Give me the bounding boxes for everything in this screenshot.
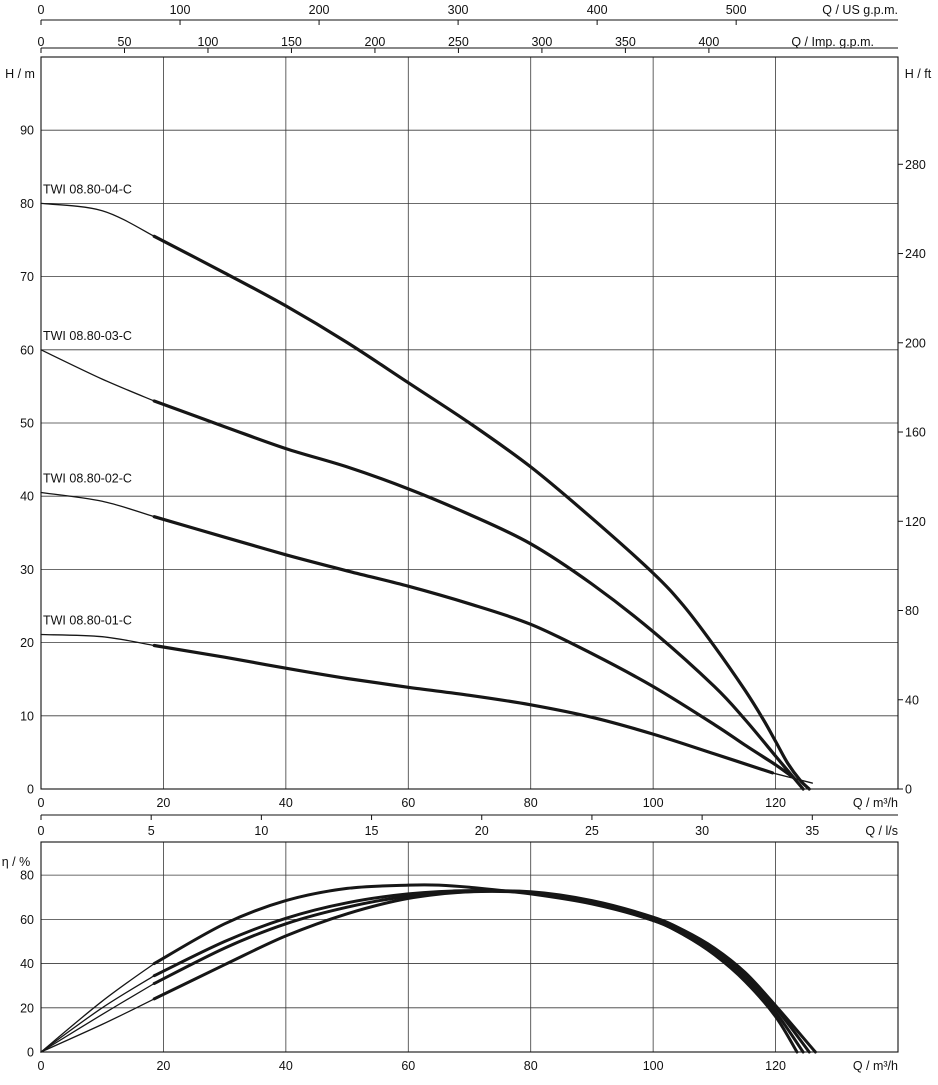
head-y-tick-label: 70 bbox=[20, 270, 34, 284]
series-label: TWI 08.80-01-C bbox=[43, 614, 132, 628]
head-x-axis-label: Q / m³/h bbox=[853, 796, 898, 810]
eff-x-tick-label: 0 bbox=[38, 1059, 45, 1073]
eff-y-axis-label: η / % bbox=[2, 855, 31, 869]
imp-gpm-tick-label: 200 bbox=[365, 35, 386, 49]
eff-x-tick-label: 80 bbox=[524, 1059, 538, 1073]
eff-curve-thick bbox=[152, 889, 817, 1054]
eff-y-tick-label: 80 bbox=[20, 869, 34, 883]
eff-plot-frame bbox=[40, 841, 899, 1053]
us-gpm-tick-label: 0 bbox=[38, 3, 45, 17]
eff-curve-thin bbox=[40, 998, 155, 1053]
head-x-tick-label: 0 bbox=[38, 796, 45, 810]
series-label: TWI 08.80-02-C bbox=[43, 472, 132, 486]
head-curve-thin bbox=[40, 349, 155, 402]
head-ft-tick-label: 40 bbox=[905, 693, 919, 707]
eff-curve-thick bbox=[152, 883, 799, 1054]
head-y-tick-label: 80 bbox=[20, 197, 34, 211]
imp-gpm-tick-label: 250 bbox=[448, 35, 469, 49]
series-label: TWI 08.80-03-C bbox=[43, 329, 132, 343]
eff-x-tick-label: 20 bbox=[156, 1059, 170, 1073]
ls-tick-label: 15 bbox=[365, 824, 379, 838]
ls-tick-label: 25 bbox=[585, 824, 599, 838]
eff-curve-thin bbox=[40, 962, 155, 1053]
head-x-tick-label: 120 bbox=[765, 796, 786, 810]
eff-x-tick-label: 40 bbox=[279, 1059, 293, 1073]
ls-tick-label: 10 bbox=[254, 824, 268, 838]
us-gpm-tick-label: 500 bbox=[726, 3, 747, 17]
ls-tick-label: 35 bbox=[805, 824, 819, 838]
us-gpm-tick-label: 200 bbox=[309, 3, 330, 17]
ls-tick-label: 20 bbox=[475, 824, 489, 838]
head-y-tick-label: 50 bbox=[20, 417, 34, 431]
us-gpm-axis-label: Q / US g.p.m. bbox=[822, 3, 898, 17]
head-y-axis-label: H / m bbox=[5, 67, 35, 81]
ls-axis-label: Q / l/s bbox=[865, 824, 898, 838]
head-plot-frame bbox=[40, 56, 899, 790]
head-x-tick-label: 80 bbox=[524, 796, 538, 810]
series-label: TWI 08.80-04-C bbox=[43, 182, 132, 196]
head-y-tick-label: 20 bbox=[20, 636, 34, 650]
head-y-tick-label: 10 bbox=[20, 709, 34, 723]
imp-gpm-tick-label: 400 bbox=[698, 35, 719, 49]
head-x-tick-label: 40 bbox=[279, 796, 293, 810]
head-curve-thick bbox=[152, 234, 811, 791]
head-x-tick-label: 20 bbox=[156, 796, 170, 810]
imp-gpm-tick-label: 0 bbox=[38, 35, 45, 49]
us-gpm-tick-label: 100 bbox=[170, 3, 191, 17]
us-gpm-tick-label: 300 bbox=[448, 3, 469, 17]
head-ft-tick-label: 280 bbox=[905, 158, 926, 172]
head-curve-thick bbox=[152, 643, 775, 775]
head-ft-tick-label: 200 bbox=[905, 336, 926, 350]
imp-gpm-tick-label: 350 bbox=[615, 35, 636, 49]
eff-x-tick-label: 60 bbox=[401, 1059, 415, 1073]
head-y-tick-label: 40 bbox=[20, 490, 34, 504]
head-y-tick-label: 60 bbox=[20, 343, 34, 357]
head-ft-tick-label: 0 bbox=[905, 783, 912, 797]
head-curve-thick bbox=[152, 399, 805, 791]
eff-curve-thin bbox=[40, 982, 155, 1053]
head-ft-tick-label: 120 bbox=[905, 515, 926, 529]
ls-tick-label: 5 bbox=[148, 824, 155, 838]
eff-x-tick-label: 100 bbox=[643, 1059, 664, 1073]
imp-gpm-tick-label: 50 bbox=[118, 35, 132, 49]
imp-gpm-tick-label: 150 bbox=[281, 35, 302, 49]
head-curve-thin bbox=[40, 202, 155, 237]
eff-y-tick-label: 20 bbox=[20, 1001, 34, 1015]
head-ft-tick-label: 240 bbox=[905, 247, 926, 261]
eff-curve-thin bbox=[40, 975, 155, 1053]
head-y-tick-label: 90 bbox=[20, 124, 34, 138]
us-gpm-tick-label: 400 bbox=[587, 3, 608, 17]
imp-gpm-tick-label: 100 bbox=[198, 35, 219, 49]
eff-curve-thick bbox=[152, 889, 811, 1054]
head-curve-extension bbox=[771, 772, 813, 784]
ls-tick-label: 30 bbox=[695, 824, 709, 838]
eff-y-tick-label: 0 bbox=[27, 1046, 34, 1060]
ls-tick-label: 0 bbox=[38, 824, 45, 838]
head-x-tick-label: 60 bbox=[401, 796, 415, 810]
imp-gpm-tick-label: 300 bbox=[531, 35, 552, 49]
head-ft-axis-label: H / ft bbox=[905, 67, 932, 81]
eff-y-tick-label: 60 bbox=[20, 913, 34, 927]
head-x-tick-label: 100 bbox=[643, 796, 664, 810]
eff-x-axis-label: Q / m³/h bbox=[853, 1059, 898, 1073]
head-y-tick-label: 30 bbox=[20, 563, 34, 577]
eff-curve-thick bbox=[152, 889, 805, 1054]
eff-y-tick-label: 40 bbox=[20, 957, 34, 971]
head-curve-thin bbox=[40, 633, 155, 647]
head-ft-tick-label: 80 bbox=[905, 604, 919, 618]
head-ft-tick-label: 160 bbox=[905, 426, 926, 440]
head-curve-thin bbox=[40, 491, 155, 518]
imp-gpm-axis-label: Q / Imp. g.p.m. bbox=[791, 35, 874, 49]
head-y-tick-label: 0 bbox=[27, 783, 34, 797]
eff-x-tick-label: 120 bbox=[765, 1059, 786, 1073]
head-curve-thick bbox=[152, 515, 796, 780]
